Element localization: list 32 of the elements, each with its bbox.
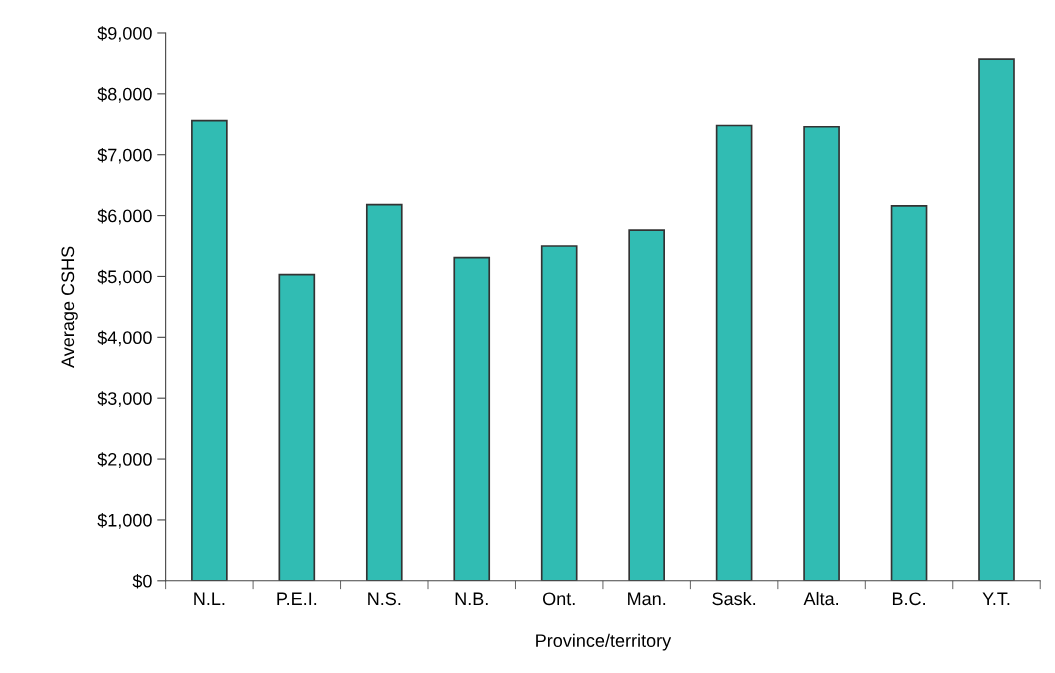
y-tick-label: $8,000 — [97, 87, 152, 103]
x-tick-label: Man. — [628, 592, 666, 606]
y-tick-label: $1,000 — [97, 513, 152, 529]
x-tick-label: N.L. — [194, 592, 225, 605]
y-axis-title: Average CSHS — [61, 246, 78, 368]
y-tick-label: $2,000 — [97, 452, 152, 468]
x-tick-label: P.E.I. — [277, 592, 317, 605]
x-tick-label: Alta. — [803, 591, 838, 606]
bar — [278, 273, 316, 581]
y-tick-label: $9,000 — [97, 26, 152, 42]
bar — [890, 205, 928, 581]
x-tick-label: Ont. — [543, 592, 575, 606]
x-tick-label: Sask. — [712, 591, 756, 606]
bar — [191, 119, 228, 581]
x-tick-label: B.C. — [892, 592, 925, 606]
bar — [453, 256, 491, 581]
bar — [803, 125, 840, 581]
x-tick-label: N.S. — [368, 592, 401, 606]
y-tick-label: $4,000 — [97, 330, 152, 347]
bar — [715, 124, 753, 581]
bar — [628, 229, 665, 581]
bar — [978, 58, 1015, 581]
y-tick-label: $0 — [132, 573, 152, 589]
y-tick-label: $3,000 — [97, 391, 152, 408]
bar — [365, 203, 403, 581]
y-tick-label: $6,000 — [97, 208, 152, 225]
x-tick-label: N.B. — [455, 592, 488, 605]
y-tick-label: $5,000 — [97, 269, 152, 286]
x-axis-title: Province/territory — [536, 633, 672, 651]
bar — [540, 245, 578, 581]
x-tick-label: Y.T. — [982, 592, 1010, 605]
y-tick-label: $7,000 — [97, 147, 152, 164]
